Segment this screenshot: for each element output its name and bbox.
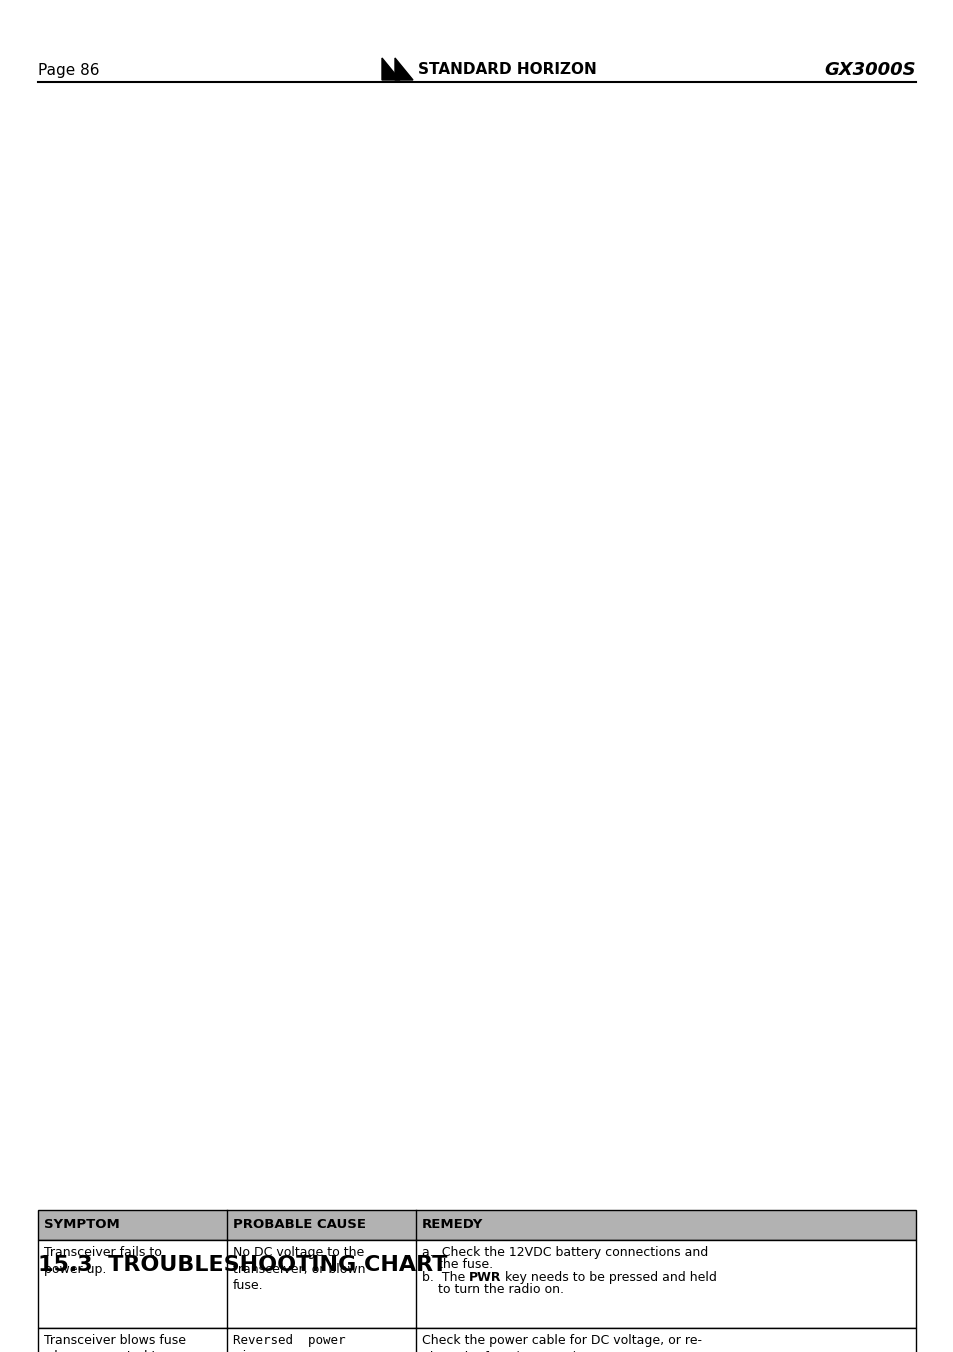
Text: Transceiver fails to
power up.: Transceiver fails to power up. bbox=[44, 1247, 162, 1275]
Text: STANDARD HORIZON: STANDARD HORIZON bbox=[417, 62, 597, 77]
Bar bbox=[38, 1240, 915, 1328]
Bar bbox=[38, 1328, 915, 1352]
Text: a.  Check the 12VDC battery connections and: a. Check the 12VDC battery connections a… bbox=[421, 1247, 707, 1259]
Text: key needs to be pressed and held: key needs to be pressed and held bbox=[500, 1271, 717, 1284]
Text: Page 86: Page 86 bbox=[38, 62, 99, 77]
Polygon shape bbox=[395, 58, 413, 80]
Bar bbox=[38, 1210, 915, 1240]
Text: PROBABLE CAUSE: PROBABLE CAUSE bbox=[233, 1218, 365, 1232]
Text: No DC voltage to the
transceiver, or blown
fuse.: No DC voltage to the transceiver, or blo… bbox=[233, 1247, 365, 1293]
Text: PWR: PWR bbox=[468, 1271, 500, 1284]
Text: GX3000S: GX3000S bbox=[823, 61, 915, 78]
Text: Check the power cable for DC voltage, or re-
place the fuse (6A 250V).
Make sure: Check the power cable for DC voltage, or… bbox=[421, 1334, 723, 1352]
Text: 15.3  TROUBLESHOOTING CHART: 15.3 TROUBLESHOOTING CHART bbox=[38, 1255, 447, 1275]
Text: Transceiver blows fuse
when connected to
power supply.: Transceiver blows fuse when connected to… bbox=[44, 1334, 186, 1352]
Text: b.  The: b. The bbox=[421, 1271, 468, 1284]
Text: Reversed  power
wires.: Reversed power wires. bbox=[233, 1334, 345, 1352]
Text: to turn the radio on.: to turn the radio on. bbox=[421, 1283, 563, 1297]
Polygon shape bbox=[381, 58, 399, 80]
Text: SYMPTOM: SYMPTOM bbox=[44, 1218, 120, 1232]
Text: the fuse.: the fuse. bbox=[421, 1259, 492, 1271]
Text: REMEDY: REMEDY bbox=[421, 1218, 482, 1232]
